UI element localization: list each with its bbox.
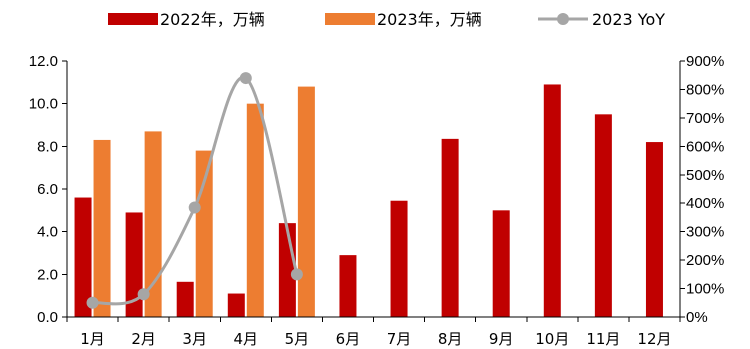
right-axis-tick-label: 600%: [686, 138, 724, 155]
right-axis-tick-label: 100%: [686, 281, 724, 298]
x-axis-category-label: 5月: [285, 330, 310, 348]
right-axis-tick-label: 700%: [686, 110, 724, 127]
left-axis-tick-label: 2.0: [37, 266, 58, 283]
legend: 2022年，万辆 2023年，万辆 2023 YoY: [108, 10, 665, 29]
left-axis-tick-label: 10.0: [29, 96, 58, 113]
bars: [74, 84, 663, 318]
x-axis-category-label: 6月: [336, 330, 361, 348]
right-axis-tick-label: 200%: [686, 252, 724, 269]
bar-2022: [339, 255, 357, 317]
yoy-point: [239, 72, 252, 85]
x-axis-category-label: 8月: [438, 330, 463, 348]
yoy-point: [188, 201, 201, 214]
bar-2022: [492, 210, 510, 317]
axes: 0.0 2.0 4.0 6.0 8.0 10.0 12.0 0% 100% 200% 300% 400…: [29, 53, 725, 348]
legend-marker-yoy: [557, 13, 569, 25]
bar-2022: [227, 293, 245, 317]
legend-label-2022: 2022年，万辆: [160, 10, 265, 29]
x-axis-category-label: 4月: [234, 330, 259, 348]
x-axis-category-label: 12月: [637, 330, 671, 348]
right-axis-tick-label: 0%: [686, 309, 708, 326]
yoy-point: [137, 288, 150, 301]
legend-swatch-2022: [108, 13, 158, 25]
bar-2022: [441, 138, 459, 317]
right-axis-tick-label: 800%: [686, 81, 724, 98]
legend-label-2023: 2023年，万辆: [377, 10, 482, 29]
x-axis-category-label: 2月: [131, 330, 156, 348]
left-axis-tick-label: 8.0: [37, 138, 58, 155]
bar-2022: [594, 114, 612, 317]
left-axis-tick-label: 6.0: [37, 181, 58, 198]
bar-2022: [645, 142, 663, 317]
x-axis-category-label: 9月: [489, 330, 514, 348]
yoy-line-layer: [86, 72, 303, 309]
right-axis-tick-label: 500%: [686, 167, 724, 184]
bar-2023: [93, 139, 111, 317]
x-axis-category-label: 10月: [535, 330, 569, 348]
bar-2023: [144, 131, 162, 317]
bar-2023: [297, 86, 315, 317]
bar-2023: [195, 150, 213, 317]
right-axis-tick-label: 900%: [686, 53, 724, 70]
yoy-line: [92, 75, 299, 306]
bar-2022: [543, 84, 561, 317]
x-axis-category-label: 3月: [182, 330, 207, 348]
left-axis-tick-label: 12.0: [29, 53, 58, 70]
right-axis-tick-label: 300%: [686, 224, 724, 241]
left-axis-tick-label: 4.0: [37, 224, 58, 241]
x-axis-category-label: 7月: [387, 330, 412, 348]
left-axis-tick-label: 0.0: [37, 309, 58, 326]
yoy-point: [86, 296, 99, 309]
bar-2022: [176, 281, 194, 317]
legend-label-yoy: 2023 YoY: [592, 10, 665, 29]
bar-2023: [246, 103, 264, 318]
bar-2022: [390, 200, 408, 317]
x-axis-category-label: 1月: [80, 330, 105, 348]
legend-swatch-2023: [325, 13, 375, 25]
x-axis-category-label: 11月: [586, 330, 620, 348]
yoy-point: [290, 268, 303, 281]
right-axis-tick-label: 400%: [686, 195, 724, 212]
bar-2022: [74, 197, 92, 317]
bar-2022: [125, 212, 143, 317]
